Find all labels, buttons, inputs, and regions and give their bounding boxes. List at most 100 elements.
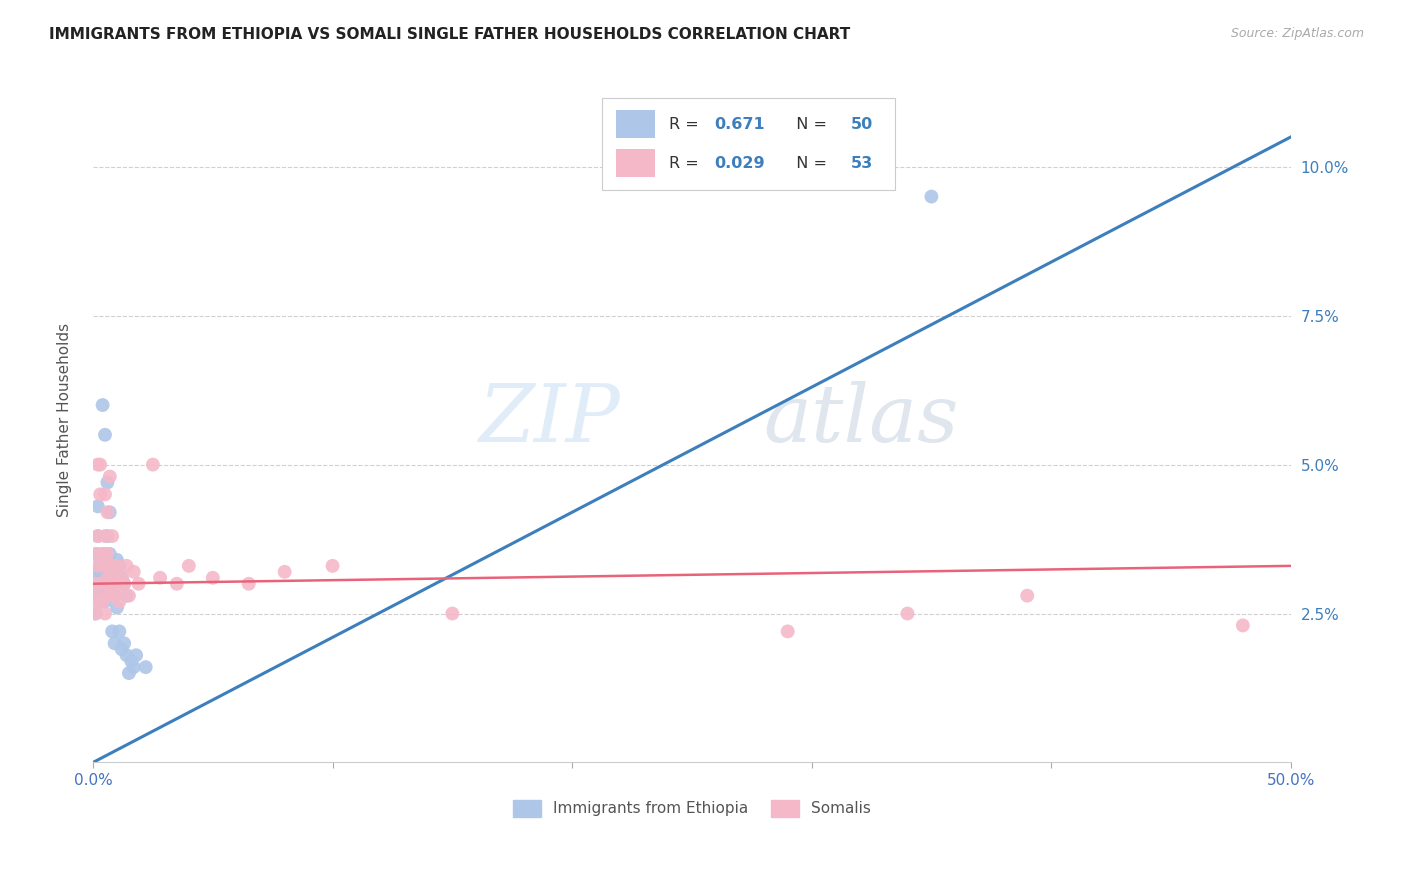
Point bbox=[105, 582, 128, 597]
Point bbox=[111, 571, 134, 585]
Point bbox=[101, 624, 124, 639]
Point bbox=[98, 565, 121, 579]
Point bbox=[96, 589, 118, 603]
Point bbox=[87, 558, 110, 573]
Point bbox=[94, 576, 117, 591]
Point bbox=[91, 398, 114, 412]
Point bbox=[120, 654, 142, 668]
Point bbox=[112, 636, 135, 650]
Point bbox=[89, 565, 111, 579]
Text: 53: 53 bbox=[851, 155, 873, 170]
Point bbox=[108, 624, 131, 639]
Point bbox=[105, 553, 128, 567]
Point bbox=[98, 589, 121, 603]
Text: 0.029: 0.029 bbox=[714, 155, 765, 170]
Point bbox=[98, 582, 121, 597]
Point bbox=[101, 558, 124, 573]
Point bbox=[94, 594, 117, 608]
Text: R =: R = bbox=[669, 117, 704, 131]
Point bbox=[96, 529, 118, 543]
Point bbox=[776, 624, 799, 639]
FancyBboxPatch shape bbox=[616, 110, 655, 138]
Point bbox=[91, 589, 114, 603]
Text: 0.671: 0.671 bbox=[714, 117, 765, 131]
Text: R =: R = bbox=[669, 155, 704, 170]
Point bbox=[84, 565, 107, 579]
Point bbox=[112, 576, 135, 591]
Point bbox=[115, 558, 138, 573]
Point bbox=[89, 487, 111, 501]
Point bbox=[1017, 589, 1039, 603]
Point bbox=[166, 576, 188, 591]
Point bbox=[122, 660, 145, 674]
Point bbox=[108, 576, 131, 591]
Point bbox=[96, 582, 118, 597]
Point bbox=[177, 558, 200, 573]
FancyBboxPatch shape bbox=[602, 98, 896, 191]
Point bbox=[94, 529, 117, 543]
Point bbox=[111, 571, 134, 585]
Point bbox=[89, 558, 111, 573]
Point bbox=[98, 547, 121, 561]
Point bbox=[103, 571, 125, 585]
Point bbox=[96, 505, 118, 519]
Point bbox=[84, 547, 107, 561]
Text: N =: N = bbox=[786, 155, 832, 170]
Point bbox=[87, 458, 110, 472]
Point bbox=[87, 500, 110, 514]
Point bbox=[201, 571, 224, 585]
Point bbox=[111, 642, 134, 657]
Point bbox=[91, 576, 114, 591]
Point bbox=[1232, 618, 1254, 632]
Point bbox=[105, 558, 128, 573]
Point bbox=[128, 576, 150, 591]
Point bbox=[105, 600, 128, 615]
Point bbox=[149, 571, 172, 585]
Point bbox=[94, 547, 117, 561]
Point bbox=[101, 529, 124, 543]
Point bbox=[103, 636, 125, 650]
Point bbox=[98, 505, 121, 519]
Point bbox=[322, 558, 344, 573]
Point bbox=[103, 571, 125, 585]
Point bbox=[118, 589, 141, 603]
Text: atlas: atlas bbox=[763, 381, 959, 458]
Point bbox=[89, 576, 111, 591]
Point bbox=[87, 594, 110, 608]
Point bbox=[94, 607, 117, 621]
Point bbox=[273, 565, 295, 579]
Point bbox=[96, 571, 118, 585]
Text: ZIP: ZIP bbox=[478, 381, 620, 458]
Point bbox=[115, 648, 138, 663]
Point bbox=[98, 469, 121, 483]
Point bbox=[89, 458, 111, 472]
Point bbox=[108, 558, 131, 573]
Point bbox=[920, 189, 942, 203]
Point bbox=[94, 558, 117, 573]
Point bbox=[108, 594, 131, 608]
Point bbox=[103, 589, 125, 603]
Point bbox=[101, 558, 124, 573]
Point bbox=[118, 666, 141, 681]
Point bbox=[122, 565, 145, 579]
Point bbox=[96, 558, 118, 573]
Point bbox=[135, 660, 157, 674]
Point bbox=[84, 576, 107, 591]
Point bbox=[89, 582, 111, 597]
Text: 50: 50 bbox=[851, 117, 873, 131]
Point bbox=[89, 594, 111, 608]
Point bbox=[91, 547, 114, 561]
Point bbox=[87, 589, 110, 603]
Point bbox=[94, 487, 117, 501]
Point bbox=[91, 594, 114, 608]
Point bbox=[96, 547, 118, 561]
Point bbox=[84, 576, 107, 591]
Point bbox=[87, 529, 110, 543]
Point bbox=[98, 565, 121, 579]
Point bbox=[84, 607, 107, 621]
Point bbox=[84, 589, 107, 603]
Point bbox=[142, 458, 165, 472]
Point bbox=[94, 427, 117, 442]
Text: Source: ZipAtlas.com: Source: ZipAtlas.com bbox=[1230, 27, 1364, 40]
Point bbox=[84, 589, 107, 603]
